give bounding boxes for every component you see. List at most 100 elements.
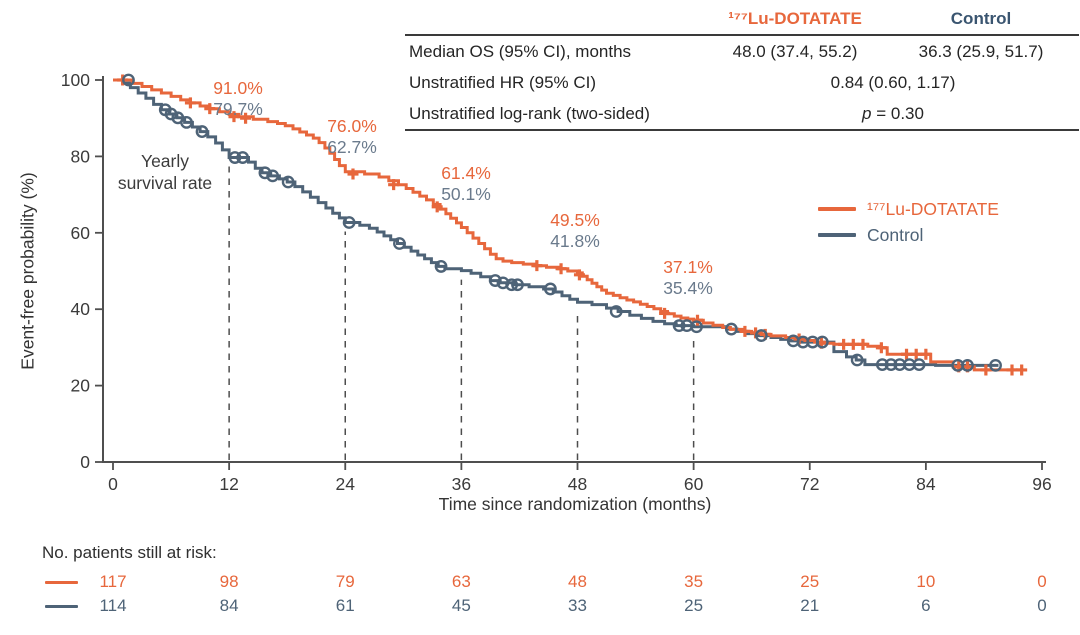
censor-circle-control: [884, 358, 898, 371]
censor-circle-control: [122, 73, 135, 87]
stats-header-lu: ¹⁷⁷Lu-DOTATATE: [707, 4, 883, 36]
x-tick-label-96: 96: [1032, 474, 1051, 494]
censor-plus-lu: [847, 338, 859, 350]
censor-circle-control: [393, 237, 406, 250]
risk-count-lu-96mo: 0: [1037, 572, 1047, 591]
stats-value-median-os-lu: 48.0 (37.4, 55.2): [732, 41, 858, 61]
risk-table-label: No. patients still at risk:: [42, 543, 217, 562]
censor-plus-lu: [920, 348, 932, 360]
censor-circle-control: [690, 320, 703, 334]
censor-plus-lu: [1006, 364, 1018, 376]
x-tick-label-24: 24: [336, 474, 356, 494]
censor-circle-control: [875, 358, 889, 371]
risk-swatch-lu: [45, 581, 78, 584]
control-line-swatch: [818, 233, 856, 237]
risk-count-control-60mo: 25: [684, 596, 704, 615]
censor-circle-control: [609, 305, 623, 318]
censor-circle-control: [672, 319, 686, 333]
censor-plus-lu: [875, 342, 887, 354]
censor-circle-control: [505, 278, 519, 292]
y-tick-label-100: 100: [61, 70, 90, 90]
risk-count-control-72mo: 21: [800, 596, 820, 615]
legend-item-control: Control: [818, 222, 999, 248]
yearly-label-line1: Yearly: [141, 151, 189, 171]
legend-label-control: Control: [867, 224, 924, 245]
risk-count-lu-72mo: 25: [800, 572, 820, 591]
x-tick-label-36: 36: [452, 474, 471, 494]
annotation-lu-60mo: 37.1%: [663, 257, 713, 277]
risk-count-control-0mo: 114: [99, 596, 127, 615]
censor-plus-lu: [857, 338, 869, 350]
censor-plus-lu: [910, 348, 922, 360]
censor-plus-lu: [431, 201, 443, 213]
annotation-control-12mo: 79.7%: [213, 99, 263, 119]
censor-circle-control: [754, 329, 768, 342]
stats-header-empty: [405, 4, 707, 36]
risk-row-control: 114 84 61 45 33 25 21 6 0: [0, 596, 1080, 618]
p-symbol: p: [862, 103, 872, 123]
censor-plus-lu: [573, 269, 585, 281]
risk-count-lu-60mo: 35: [684, 572, 704, 591]
censor-plus-lu: [240, 112, 252, 124]
risk-count-control-84mo: 6: [921, 596, 931, 615]
stats-row-logrank: Unstratified log-rank (two-sided) p = 0.…: [405, 98, 1079, 131]
censor-plus-lu: [204, 103, 216, 115]
censor-plus-lu: [184, 97, 196, 109]
x-axis-title: Time since randomization (months): [438, 494, 712, 514]
stats-value-hr: 0.84 (0.60, 1.17): [830, 72, 956, 92]
censor-circle-control: [266, 169, 280, 183]
y-tick-label-0: 0: [80, 452, 90, 472]
stats-label-hr: Unstratified HR (95% CI): [409, 72, 597, 92]
censor-plus-lu: [531, 260, 543, 272]
censor-circle-control: [488, 274, 502, 287]
censor-circle-control: [434, 260, 448, 273]
x-tick-label-12: 12: [219, 474, 238, 494]
legend-label-lu: ¹⁷⁷Lu-DOTATATE: [867, 198, 999, 219]
censor-plus-lu: [838, 338, 850, 350]
censor-circle-control: [912, 358, 926, 371]
censor-circle-control: [815, 335, 829, 349]
stats-header-control: Control: [883, 4, 1079, 36]
censor-circle-control: [544, 282, 557, 296]
censor-plus-lu: [347, 168, 359, 180]
censor-plus-lu: [659, 307, 671, 319]
risk-count-lu-36mo: 63: [451, 572, 471, 591]
stats-row-median-os: Median OS (95% CI), months 48.0 (37.4, 5…: [405, 35, 1079, 67]
risk-count-control-24mo: 61: [335, 596, 355, 615]
risk-count-lu-0mo: 117: [99, 572, 127, 591]
annotation-lu-12mo: 91.0%: [213, 78, 263, 98]
statistics-table: ¹⁷⁷Lu-DOTATATE Control Median OS (95% CI…: [405, 4, 1079, 131]
risk-swatch-control: [45, 605, 78, 608]
annotation-control-24mo: 62.7%: [327, 137, 377, 157]
risk-row-lu: 117 98 79 63 48 35 25 10 0: [0, 572, 1080, 594]
censor-plus-lu: [555, 263, 567, 275]
yearly-survival-rate-label: Yearly survival rate: [118, 150, 212, 194]
stats-label-median-os: Median OS (95% CI), months: [409, 41, 632, 61]
y-axis-title: Event-free probability (%): [17, 172, 38, 370]
annotation-control-48mo: 41.8%: [550, 231, 600, 251]
x-tick-label-48: 48: [568, 474, 587, 494]
x-tick-label-60: 60: [684, 474, 704, 494]
y-tick-label-40: 40: [71, 299, 91, 319]
censor-circle-control: [180, 116, 193, 129]
censor-plus-lu: [1016, 364, 1028, 376]
censor-circle-control: [342, 216, 356, 229]
censor-plus-lu: [691, 314, 703, 326]
censor-plus-lu: [901, 348, 913, 360]
censor-circle-control: [236, 151, 250, 164]
risk-count-control-96mo: 0: [1037, 596, 1047, 615]
annotation-control-60mo: 35.4%: [663, 278, 713, 298]
stats-value-logrank: p = 0.30: [707, 98, 1079, 131]
lu-line-swatch: [818, 207, 856, 211]
risk-count-control-12mo: 84: [219, 596, 239, 615]
censor-circle-control: [850, 353, 864, 367]
censor-circle-control: [724, 322, 738, 336]
censor-circle-control: [258, 166, 272, 180]
risk-count-lu-48mo: 48: [568, 572, 587, 591]
censor-circle-control: [511, 278, 524, 292]
censor-circle-control: [228, 151, 242, 164]
y-tick-label-20: 20: [71, 376, 91, 396]
stats-label-logrank: Unstratified log-rank (two-sided): [405, 98, 707, 131]
